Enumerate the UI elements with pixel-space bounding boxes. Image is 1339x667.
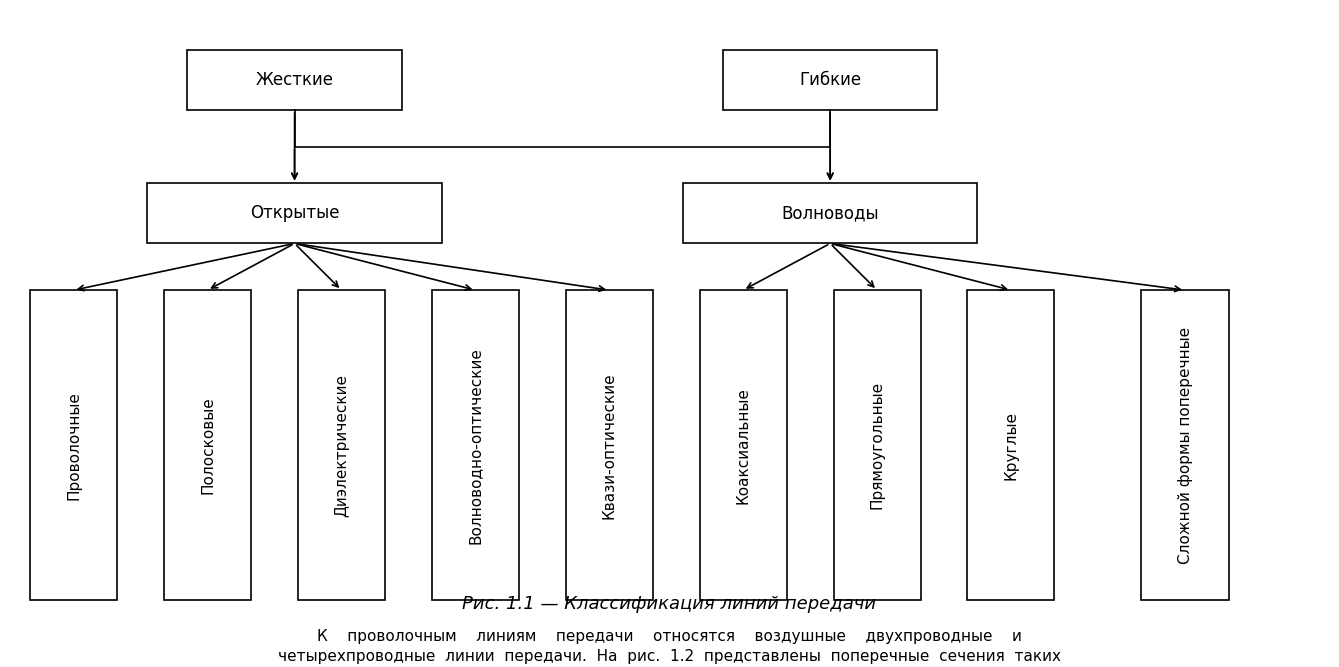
FancyBboxPatch shape	[29, 290, 116, 600]
FancyBboxPatch shape	[147, 183, 442, 243]
FancyBboxPatch shape	[723, 50, 937, 110]
Text: Волноводно-оптические: Волноводно-оптические	[467, 347, 483, 544]
Text: Открытые: Открытые	[250, 205, 339, 222]
Text: Рис. 1.1 — Классификация линий передачи: Рис. 1.1 — Классификация линий передачи	[462, 595, 877, 612]
FancyBboxPatch shape	[967, 290, 1055, 600]
Text: четырехпроводные  линии  передачи.  На  рис.  1.2  представлены  поперечные  сеч: четырехпроводные линии передачи. На рис.…	[279, 650, 1060, 664]
Text: Диэлектрические: Диэлектрические	[333, 374, 349, 517]
FancyBboxPatch shape	[431, 290, 520, 600]
Text: Гибкие: Гибкие	[799, 71, 861, 89]
FancyBboxPatch shape	[163, 290, 250, 600]
Text: Квази-оптические: Квази-оптические	[601, 372, 617, 518]
FancyBboxPatch shape	[833, 290, 921, 600]
Text: Жесткие: Жесткие	[256, 71, 333, 89]
Text: Волноводы: Волноводы	[782, 205, 878, 222]
Text: Прямоугольные: Прямоугольные	[869, 381, 885, 510]
Text: Круглые: Круглые	[1003, 411, 1019, 480]
FancyBboxPatch shape	[1141, 290, 1228, 600]
Text: Проволочные: Проволочные	[66, 391, 82, 500]
Text: Сложной формы поперечные: Сложной формы поперечные	[1177, 327, 1193, 564]
FancyBboxPatch shape	[699, 290, 787, 600]
FancyBboxPatch shape	[297, 290, 386, 600]
Text: К    проволочным    линиям    передачи    относятся    воздушные    двухпроводны: К проволочным линиям передачи относятся …	[317, 630, 1022, 644]
FancyBboxPatch shape	[565, 290, 652, 600]
Text: Полосковые: Полосковые	[200, 396, 216, 494]
FancyBboxPatch shape	[683, 183, 977, 243]
FancyBboxPatch shape	[187, 50, 402, 110]
Text: Коаксиальные: Коаксиальные	[735, 387, 751, 504]
